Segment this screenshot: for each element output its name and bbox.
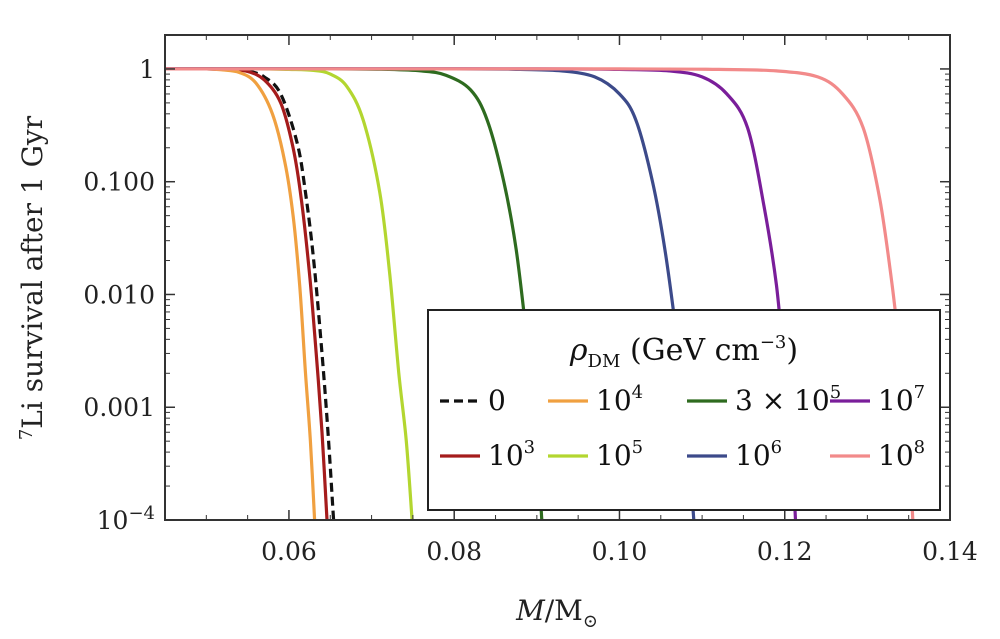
legend-label-10^5: 105 [596, 437, 643, 472]
legend-title: ρDM (GeV cm−3) [569, 332, 798, 372]
legend-label-10^7: 107 [878, 382, 925, 417]
legend-label-10^8: 108 [878, 437, 925, 472]
y-tick-label: 0.100 [83, 168, 155, 197]
ticks [165, 34, 951, 521]
legend-entries: 0 104 3 × 105 107 103 105 106 108 [440, 382, 925, 472]
legend-label-10^3: 103 [488, 437, 535, 472]
series-line-10^3 [165, 67, 329, 520]
y-tick-label: 0.001 [83, 393, 155, 422]
series-line-10^5 [165, 67, 414, 520]
tick-labels: 0.06 0.08 0.10 0.12 0.14 1 0.100 0.010 0.001 10−4 [83, 55, 977, 566]
plot-frame [164, 34, 951, 521]
y-axis-title: 7Li survival after 1 Gyr [16, 115, 49, 440]
legend-box [427, 309, 941, 511]
legend-label-10^4: 104 [596, 382, 643, 417]
legend-label-10^6: 106 [735, 437, 782, 472]
series-line-0 [165, 67, 336, 520]
x-axis-title: M/M⊙ [515, 594, 598, 632]
y-tick-label: 0.010 [83, 280, 155, 309]
x-tick-label: 0.08 [426, 537, 482, 566]
legend: ρDM (GeV cm−3) 0 104 3 × 105 107 103 105 106 10… [427, 309, 941, 511]
legend-label-0: 0 [488, 384, 506, 417]
y-tick-label: 1 [139, 55, 155, 84]
x-tick-label: 0.12 [757, 537, 813, 566]
x-tick-label: 0.14 [922, 537, 978, 566]
x-tick-label: 0.10 [592, 537, 648, 566]
legend-label-3x10^5: 3 × 105 [735, 382, 841, 417]
x-tick-label: 0.06 [261, 537, 317, 566]
y-tick-label: 10−4 [97, 503, 155, 535]
